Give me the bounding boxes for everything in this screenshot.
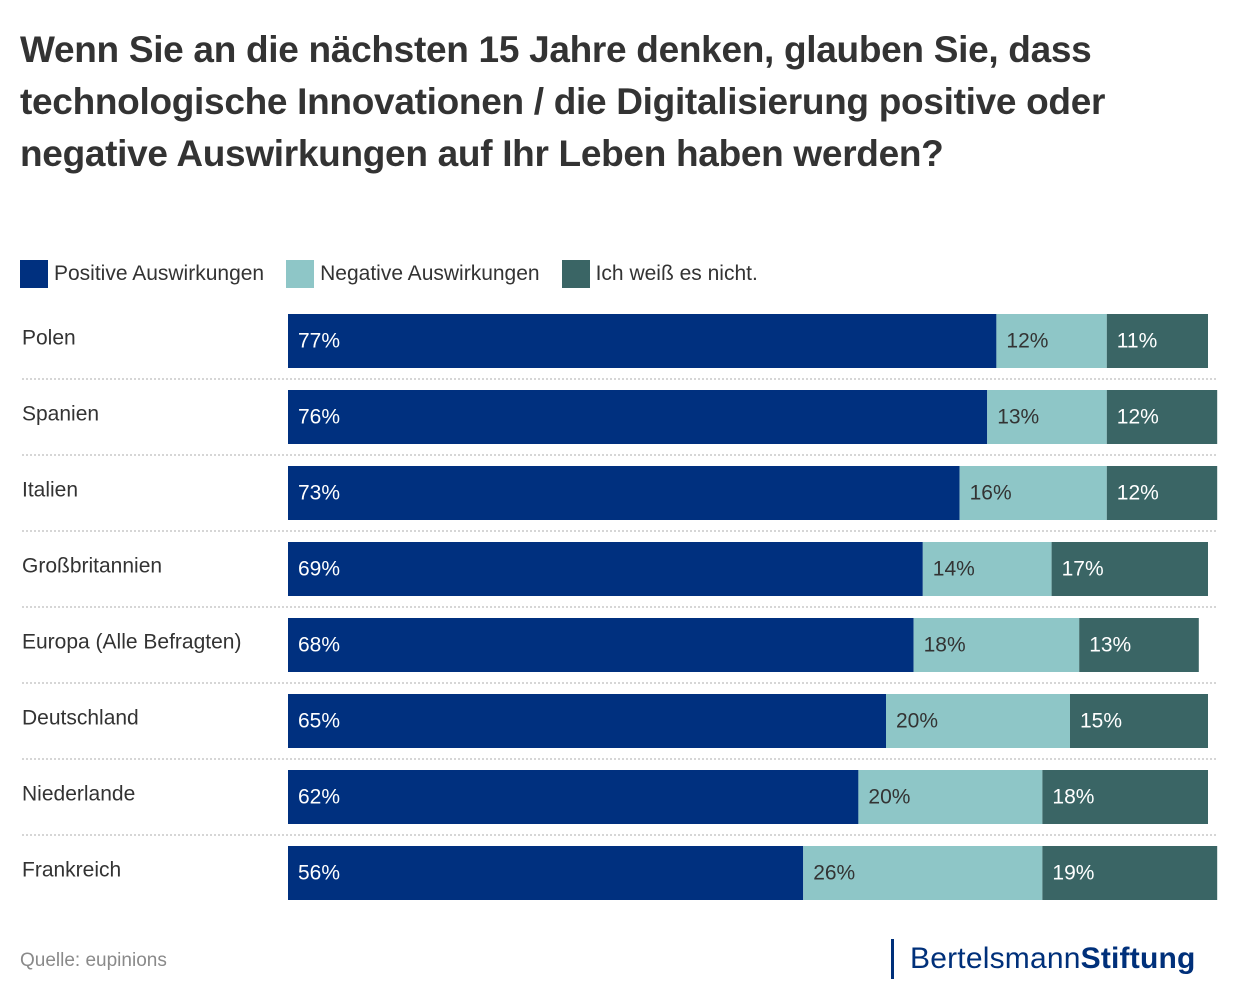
category-label: Niederlande bbox=[22, 783, 135, 806]
legend-label-positive: Positive Auswirkungen bbox=[54, 262, 265, 285]
data-label: 69% bbox=[298, 558, 340, 581]
bar-segment-positive bbox=[288, 770, 859, 824]
data-label: 18% bbox=[1052, 786, 1094, 809]
bar-segment-positive bbox=[288, 314, 997, 368]
bar-row: Polen 77% 12% 11% bbox=[22, 314, 1218, 380]
data-label: 20% bbox=[868, 786, 910, 809]
legend-label-unknown: Ich weiß es nicht. bbox=[595, 262, 758, 285]
data-label: 14% bbox=[933, 558, 975, 581]
data-label: 62% bbox=[298, 786, 340, 809]
category-label: Deutschland bbox=[22, 707, 139, 730]
legend-item-negative: Negative Auswirkungen bbox=[286, 260, 540, 288]
bar-row: Deutschland 65% 20% 15% bbox=[22, 694, 1218, 760]
bar-segment-negative bbox=[803, 846, 1043, 900]
category-label: Großbritannien bbox=[22, 555, 162, 578]
bar-segment-unknown bbox=[1106, 314, 1208, 368]
data-label: 76% bbox=[298, 406, 340, 429]
bar-segment-negative bbox=[913, 618, 1080, 672]
brand-name-bold: Stiftung bbox=[1080, 942, 1196, 975]
legend-swatch-positive bbox=[20, 260, 48, 288]
brand-logo-bar bbox=[891, 939, 894, 979]
data-label: 73% bbox=[298, 482, 340, 505]
brand-name-regular: Bertelsmann bbox=[910, 942, 1081, 975]
bar-segment-unknown bbox=[1079, 618, 1199, 672]
bar-row: Europa (Alle Befragten) 68% 18% 13% bbox=[22, 618, 1218, 684]
data-label: 13% bbox=[997, 406, 1039, 429]
legend-swatch-unknown bbox=[561, 260, 590, 288]
bar-segment-negative bbox=[996, 314, 1107, 368]
bar-segment-unknown bbox=[1106, 466, 1218, 520]
bar-segment-unknown bbox=[1051, 542, 1208, 596]
data-label: 12% bbox=[1006, 330, 1048, 353]
bar-segment-negative bbox=[987, 390, 1107, 444]
bar-segment-positive bbox=[288, 390, 988, 444]
data-label: 65% bbox=[298, 710, 340, 733]
category-label: Frankreich bbox=[22, 859, 121, 882]
data-label: 12% bbox=[1117, 482, 1159, 505]
bar-segment-positive bbox=[288, 846, 804, 900]
data-label: 17% bbox=[1062, 558, 1104, 581]
data-label: 12% bbox=[1117, 406, 1159, 429]
bar-row: Niederlande 62% 20% 18% bbox=[22, 770, 1218, 836]
bar-row: Spanien 76% 13% 12% bbox=[22, 390, 1218, 456]
data-label: 77% bbox=[298, 330, 340, 353]
bar-row: Großbritannien 69% 14% 17% bbox=[22, 542, 1218, 608]
bar-segment-positive bbox=[288, 542, 923, 596]
data-label: 11% bbox=[1117, 330, 1157, 353]
data-label: 56% bbox=[298, 862, 340, 885]
brand-logo-text: BertelsmannStiftung bbox=[910, 942, 1196, 976]
data-label: 16% bbox=[970, 482, 1012, 505]
bar-segment-positive bbox=[288, 466, 960, 520]
legend-item-unknown: Ich weiß es nicht. bbox=[561, 260, 758, 288]
bar-segment-positive bbox=[288, 618, 914, 672]
bar-segment-unknown bbox=[1042, 846, 1218, 900]
data-label: 13% bbox=[1089, 634, 1131, 657]
legend-item-positive: Positive Auswirkungen bbox=[20, 260, 264, 288]
legend: Positive Auswirkungen Negative Auswirkun… bbox=[20, 258, 780, 290]
bar-row: Frankreich 56% 26% 19% bbox=[22, 846, 1218, 900]
data-label: 18% bbox=[924, 634, 966, 657]
bar-segment-positive bbox=[288, 694, 886, 748]
bar-segment-negative bbox=[886, 694, 1070, 748]
legend-label-negative: Negative Auswirkungen bbox=[320, 262, 540, 285]
bar-segment-negative bbox=[959, 466, 1107, 520]
data-label: 26% bbox=[813, 862, 855, 885]
brand-logo: BertelsmannStiftung bbox=[891, 938, 1196, 980]
bar-segment-unknown bbox=[1042, 770, 1208, 824]
data-label: 15% bbox=[1080, 710, 1122, 733]
legend-swatch-negative bbox=[286, 260, 315, 288]
bar-row: Italien 73% 16% 12% bbox=[22, 466, 1218, 532]
bar-segment-unknown bbox=[1106, 390, 1218, 444]
category-label: Italien bbox=[22, 479, 78, 502]
category-label: Polen bbox=[22, 327, 76, 350]
stacked-bar-chart: Polen 77% 12% 11% Spanien 76% 13% 12% Italien 73%… bbox=[22, 314, 1218, 900]
data-label: 19% bbox=[1052, 862, 1094, 885]
chart-title: Wenn Sie an die nächsten 15 Jahre denken… bbox=[20, 29, 1106, 174]
bar-segment-unknown bbox=[1070, 694, 1208, 748]
data-label: 20% bbox=[896, 710, 938, 733]
bar-segment-negative bbox=[858, 770, 1043, 824]
bar-segment-negative bbox=[922, 542, 1052, 596]
category-label: Spanien bbox=[22, 403, 99, 426]
category-label: Europa (Alle Befragten) bbox=[22, 631, 241, 654]
data-label: 68% bbox=[298, 634, 340, 657]
source-note: Quelle: eupinions bbox=[20, 950, 167, 971]
